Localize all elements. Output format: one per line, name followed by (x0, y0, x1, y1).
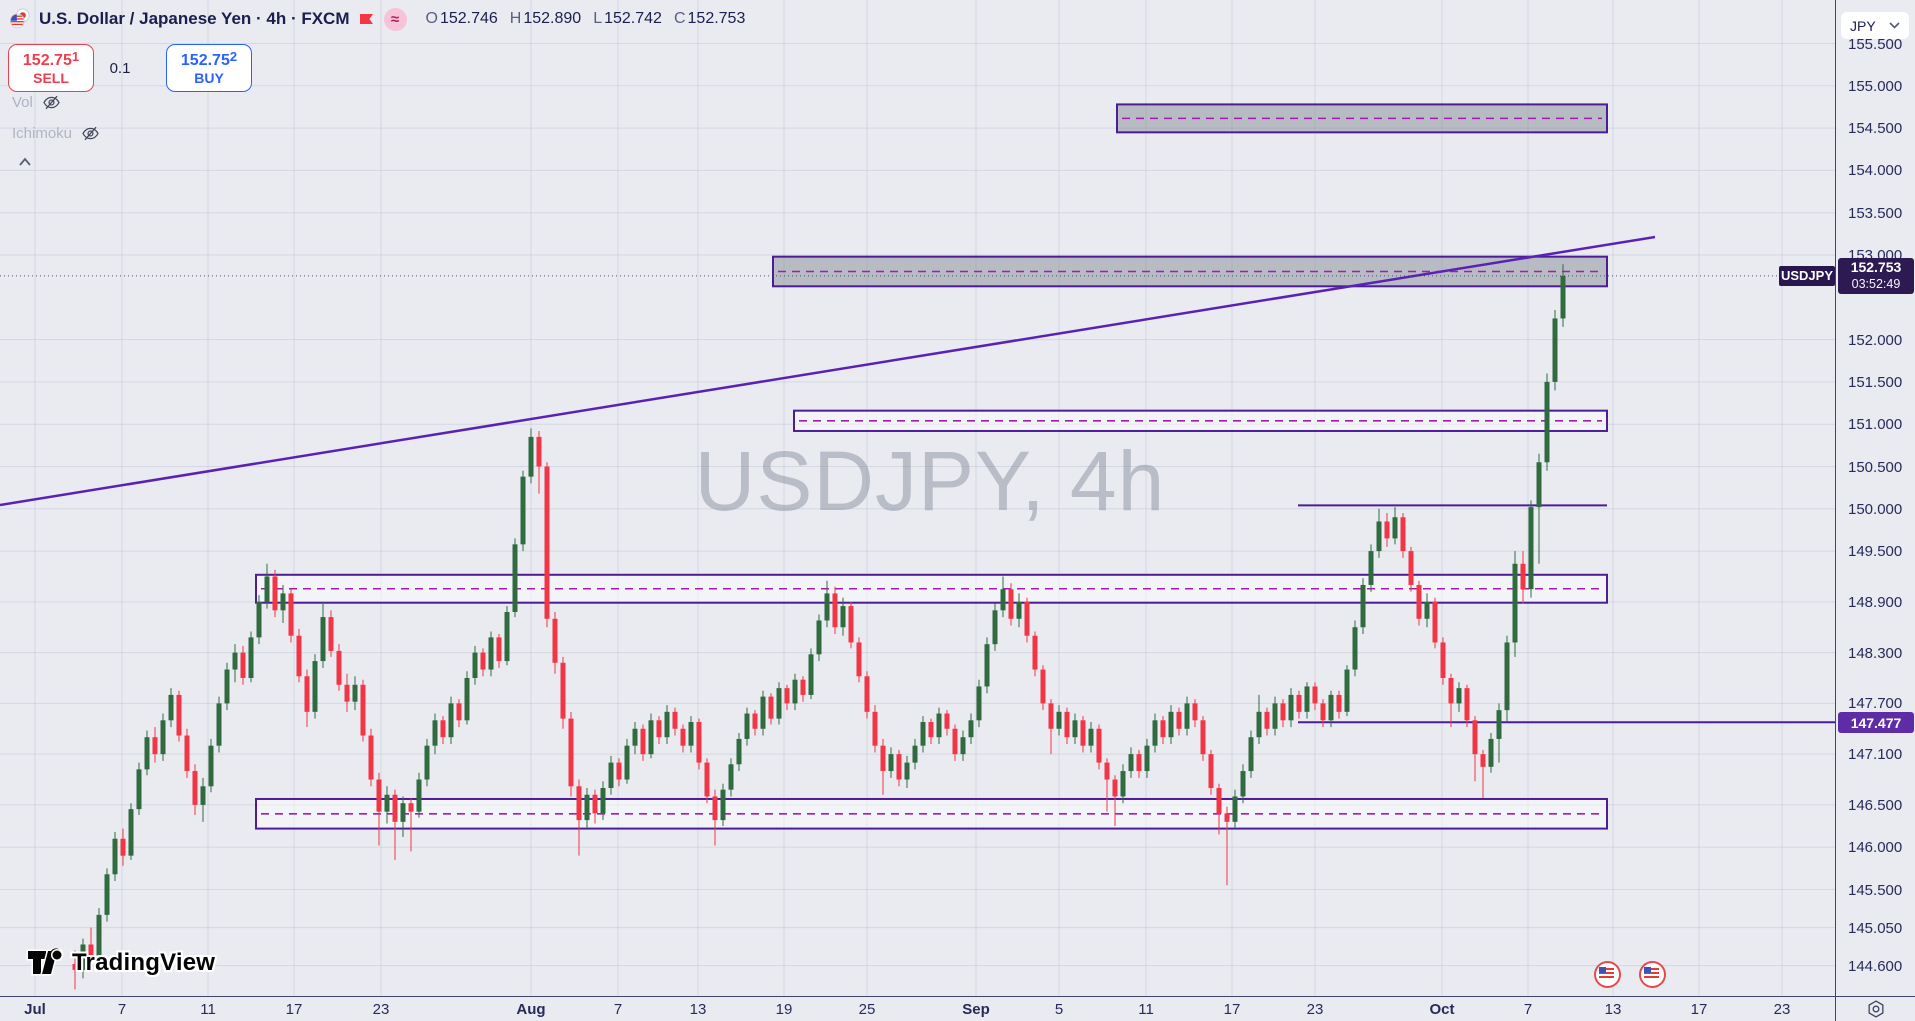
time-tick-label: 7 (1523, 1001, 1533, 1018)
price-level-badge: 147.477 (1838, 712, 1914, 734)
price-scale-currency-button[interactable]: JPY (1841, 12, 1909, 39)
open-value: 152.746 (439, 10, 498, 27)
price-tick-label: 150.000 (1848, 500, 1903, 518)
price-tick-label: 151.500 (1848, 373, 1903, 391)
sell-button[interactable]: 152.751 SELL (8, 44, 94, 92)
time-tick-label: 11 (1138, 1001, 1154, 1018)
time-tick-label: Oct (1429, 1001, 1455, 1018)
bar-countdown: 03:52:49 (1851, 276, 1901, 291)
time-tick-label: 17 (1223, 1001, 1241, 1018)
chart-pane[interactable]: USDJPY, 4h U.S. Dollar / Japanese Yen · … (0, 0, 1835, 996)
eye-off-icon[interactable] (81, 124, 100, 143)
volume-label: Vol (12, 94, 33, 111)
time-tick-label: 13 (689, 1001, 707, 1018)
price-tick-label: 146.500 (1848, 796, 1903, 814)
close-value: 152.753 (687, 10, 746, 27)
quantity-field[interactable]: 0.1 (109, 59, 131, 77)
time-tick-label: 5 (1054, 1001, 1064, 1018)
price-tick-label: 154.000 (1848, 162, 1903, 180)
buy-button[interactable]: 152.752 BUY (166, 44, 252, 92)
price-tick-label: 144.600 (1848, 957, 1903, 975)
time-tick-label: 23 (372, 1001, 390, 1018)
scale-settings-corner[interactable] (1835, 996, 1915, 1021)
time-tick-label: 17 (285, 1001, 303, 1018)
supply-demand-zones (255, 103, 1608, 830)
tradingview-logo[interactable]: TradingView (26, 948, 215, 978)
time-tick-label: Jul (24, 1001, 46, 1018)
current-price-badge: 152.753 03:52:49 (1838, 257, 1914, 294)
time-scale[interactable]: Jul 7 11 17 23 Aug 7 13 19 25 Sep 5 11 17 23 Oct 7 13 17 23 (0, 996, 1835, 1021)
price-tick-label: 148.900 (1848, 593, 1903, 611)
instrument-logo-icon (10, 8, 30, 29)
zone-rectangle[interactable] (1116, 103, 1608, 134)
price-tick-label: 155.000 (1848, 77, 1903, 95)
tradingview-logo-text: TradingView (72, 949, 216, 976)
volume-indicator-legend[interactable]: Vol (12, 93, 61, 112)
grid-lines (0, 0, 1835, 996)
candles (72, 264, 1566, 990)
price-tick-label: 150.500 (1848, 458, 1903, 476)
ichimoku-label: Ichimoku (12, 125, 73, 142)
trade-panel: 152.751 SELL 0.1 152.752 BUY (8, 44, 252, 92)
price-tick-label: 145.050 (1848, 919, 1903, 937)
price-tick-label: 151.000 (1848, 416, 1903, 434)
economic-event-usd-icon[interactable] (1594, 961, 1621, 988)
time-tick-label: 7 (613, 1001, 623, 1018)
price-tick-label: 152.000 (1848, 331, 1903, 349)
chevron-down-icon (1889, 22, 1900, 29)
time-tick-label: 23 (1306, 1001, 1324, 1018)
economic-event-usd-icon[interactable] (1639, 961, 1666, 988)
zone-rectangle[interactable] (793, 409, 1608, 432)
tradingview-logo-icon (26, 948, 64, 976)
low-value: 152.742 (604, 10, 662, 27)
price-line-symbol-badge: USDJPY (1779, 265, 1835, 286)
price-tick-label: 145.500 (1848, 881, 1903, 899)
ichimoku-indicator-legend[interactable]: Ichimoku (12, 124, 100, 143)
symbol-title[interactable]: U.S. Dollar / Japanese Yen · 4h · FXCM (39, 9, 350, 28)
time-tick-label: 19 (775, 1001, 793, 1018)
price-tick-label: 148.300 (1848, 644, 1903, 662)
high-value: 152.890 (523, 10, 582, 27)
gear-icon[interactable] (1866, 999, 1886, 1019)
price-scale[interactable]: JPY 152.753 03:52:49 147.477 155.500 155.… (1835, 0, 1915, 996)
candlestick-chart[interactable] (0, 0, 1835, 996)
price-tick-label: 155.500 (1848, 35, 1903, 53)
price-tick-label: 147.700 (1848, 695, 1903, 713)
price-tick-label: 146.000 (1848, 839, 1903, 857)
time-tick-label: 17 (1690, 1001, 1708, 1018)
time-tick-label: 13 (1604, 1001, 1622, 1018)
price-tick-label: 153.500 (1848, 204, 1903, 222)
eye-off-icon[interactable] (42, 93, 61, 112)
price-tick-label: 147.100 (1848, 746, 1903, 764)
similar-symbols-icon[interactable]: ≈ (383, 7, 407, 31)
price-tick-label: 149.500 (1848, 543, 1903, 561)
time-tick-label: 23 (1773, 1001, 1791, 1018)
flag-symbol-icon[interactable] (359, 11, 375, 28)
symbol-watermark: USDJPY, 4h (694, 434, 1166, 528)
ohlc-values: O 152.746 H 152.890 L 152.742 C 152.753 (425, 10, 746, 27)
price-tick-label: 154.500 (1848, 120, 1903, 138)
symbol-header: U.S. Dollar / Japanese Yen · 4h · FXCM ≈… (10, 7, 745, 31)
time-tick-label: 11 (200, 1001, 216, 1018)
time-tick-label: Sep (962, 1001, 990, 1018)
time-tick-label: Aug (516, 1001, 546, 1018)
time-tick-label: 7 (117, 1001, 127, 1018)
time-tick-label: 25 (858, 1001, 876, 1018)
trendline[interactable] (0, 235, 1656, 507)
collapse-legend-icon[interactable] (17, 156, 33, 168)
